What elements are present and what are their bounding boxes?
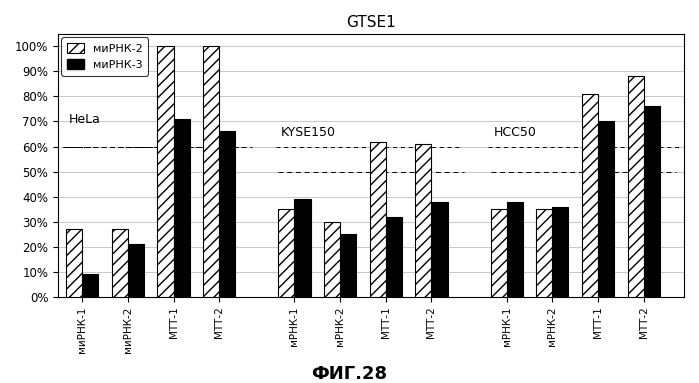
- Bar: [507, 201, 523, 296]
- Bar: [552, 206, 568, 296]
- Bar: [173, 119, 189, 296]
- Bar: [340, 234, 356, 296]
- Bar: [128, 244, 144, 296]
- Bar: [536, 209, 552, 296]
- Bar: [219, 131, 236, 296]
- Text: HeLa: HeLa: [69, 113, 101, 126]
- Title: GTSE1: GTSE1: [346, 15, 396, 30]
- Bar: [386, 216, 402, 296]
- Text: ФИГ.28: ФИГ.28: [312, 365, 387, 383]
- Bar: [324, 221, 340, 296]
- Bar: [370, 141, 386, 296]
- Bar: [582, 94, 598, 296]
- Legend: миРНК-2, миРНК-3: миРНК-2, миРНК-3: [62, 37, 148, 75]
- Bar: [415, 144, 431, 296]
- Bar: [628, 77, 644, 296]
- Bar: [294, 199, 310, 296]
- Text: HCC50: HCC50: [493, 126, 536, 139]
- Text: KYSE150: KYSE150: [281, 126, 336, 139]
- Bar: [203, 46, 219, 296]
- Bar: [598, 121, 614, 296]
- Bar: [278, 209, 294, 296]
- Bar: [491, 209, 507, 296]
- Bar: [112, 229, 128, 296]
- Bar: [157, 46, 173, 296]
- Bar: [66, 229, 82, 296]
- Bar: [431, 201, 447, 296]
- Bar: [644, 106, 660, 296]
- Bar: [82, 274, 99, 296]
